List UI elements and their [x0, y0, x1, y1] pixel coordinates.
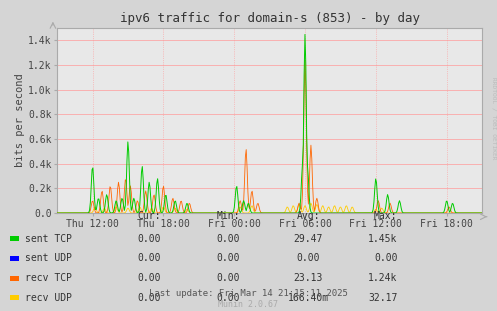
- Text: Munin 2.0.67: Munin 2.0.67: [219, 300, 278, 309]
- Text: sent TCP: sent TCP: [25, 234, 72, 244]
- Text: Avg:: Avg:: [296, 211, 320, 221]
- Text: RRDTOOL / TOBI OETIKER: RRDTOOL / TOBI OETIKER: [491, 77, 496, 160]
- Text: recv TCP: recv TCP: [25, 273, 72, 283]
- Text: Cur:: Cur:: [137, 211, 161, 221]
- Text: recv UDP: recv UDP: [25, 293, 72, 303]
- Title: ipv6 traffic for domain-s (853) - by day: ipv6 traffic for domain-s (853) - by day: [120, 12, 419, 26]
- Text: 0.00: 0.00: [217, 234, 241, 244]
- Text: 23.13: 23.13: [293, 273, 323, 283]
- Text: 0.00: 0.00: [137, 293, 161, 303]
- Y-axis label: bits per second: bits per second: [15, 74, 25, 167]
- Text: Last update: Fri Mar 14 21:15:11 2025: Last update: Fri Mar 14 21:15:11 2025: [149, 289, 348, 298]
- Text: 0.00: 0.00: [137, 234, 161, 244]
- Text: 29.47: 29.47: [293, 234, 323, 244]
- Text: sent UDP: sent UDP: [25, 253, 72, 263]
- Text: Min:: Min:: [217, 211, 241, 221]
- Text: 1.24k: 1.24k: [368, 273, 398, 283]
- Text: 0.00: 0.00: [296, 253, 320, 263]
- Text: 0.00: 0.00: [217, 253, 241, 263]
- Text: 0.00: 0.00: [137, 273, 161, 283]
- Text: 0.00: 0.00: [374, 253, 398, 263]
- Text: 166.40m: 166.40m: [288, 293, 329, 303]
- Text: 1.45k: 1.45k: [368, 234, 398, 244]
- Text: 0.00: 0.00: [217, 273, 241, 283]
- Text: Max:: Max:: [374, 211, 398, 221]
- Text: 0.00: 0.00: [217, 293, 241, 303]
- Text: 32.17: 32.17: [368, 293, 398, 303]
- Text: 0.00: 0.00: [137, 253, 161, 263]
